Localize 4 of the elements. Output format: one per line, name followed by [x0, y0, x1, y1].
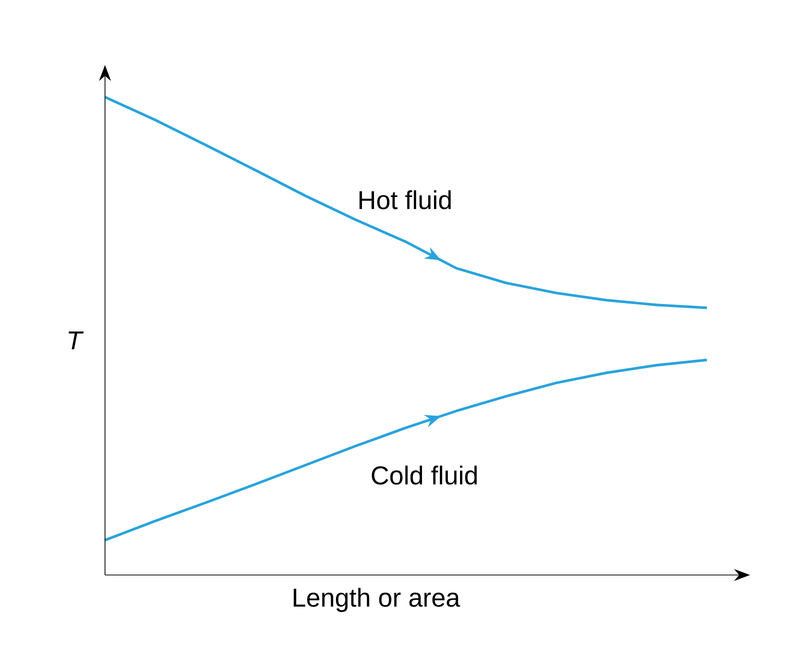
series-label: Hot fluid	[360, 190, 451, 210]
series-label: Cold fluid	[372, 466, 477, 485]
y-axis-title: T	[68, 331, 84, 350]
x-axis-title: Length or area	[294, 588, 460, 612]
